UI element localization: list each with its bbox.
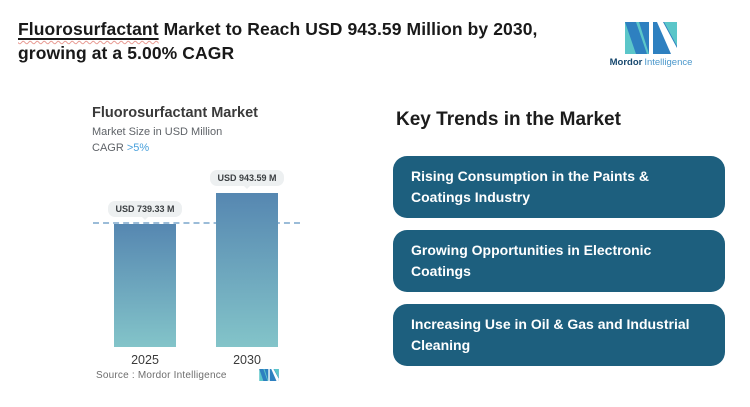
- x-axis-label-2025: 2025: [131, 353, 159, 367]
- title-line2: growing at a 5.00% CAGR: [18, 43, 235, 63]
- brand-logo: Mordor Intelligence: [606, 22, 696, 68]
- trend-card-oil-gas-cleaning: Increasing Use in Oil & Gas and Industri…: [393, 304, 725, 366]
- value-label-2030: USD 943.59 M: [210, 170, 284, 186]
- bar: [216, 193, 278, 348]
- source-label: Source : Mordor Intelligence: [96, 369, 227, 381]
- source-row: Source : Mordor Intelligence: [96, 369, 279, 381]
- chart-header: Fluorosurfactant Market Market Size in U…: [92, 105, 372, 154]
- title-underlined-word: Fluorosurfactant: [18, 19, 159, 39]
- bar-group-2025: USD 739.33 M 2025: [108, 170, 182, 373]
- cagr-value: >5%: [126, 142, 150, 154]
- bar-chart: USD 739.33 M 2025 USD 943.59 M 2030: [90, 170, 370, 373]
- brand-name-bold: Mordor: [609, 57, 643, 68]
- x-axis-label-2030: 2030: [233, 353, 261, 368]
- page-title: Fluorosurfactant Market to Reach USD 943…: [18, 17, 538, 65]
- key-trends-heading: Key Trends in the Market: [396, 109, 621, 130]
- trend-card-electronic-coatings: Growing Opportunities in Electronic Coat…: [393, 230, 725, 292]
- chart-title: Fluorosurfactant Market: [92, 105, 258, 121]
- bar: [114, 224, 176, 347]
- mordor-intelligence-logo-icon: [625, 22, 677, 54]
- trend-card-paints-coatings: Rising Consumption in the Paints & Coati…: [393, 156, 725, 218]
- bar-group-2030: USD 943.59 M 2030: [210, 170, 284, 373]
- chart-subtitle: Market Size in USD Million: [92, 126, 223, 138]
- title-line1-rest: Market to Reach USD 943.59 Million by 20…: [158, 19, 538, 39]
- cagr-label: CAGR: [92, 142, 124, 154]
- mordor-intelligence-logo-small-icon: [259, 369, 279, 381]
- brand-name-light: Intelligence: [644, 57, 693, 68]
- chart-cagr-line: CAGR >5%: [92, 142, 372, 154]
- value-label-2025: USD 739.33 M: [108, 201, 182, 217]
- key-trends-section: Key Trends in the Market Rising Consumpt…: [393, 109, 725, 366]
- brand-wordmark: Mordor Intelligence: [610, 57, 693, 68]
- reference-dashed-line: [93, 222, 300, 224]
